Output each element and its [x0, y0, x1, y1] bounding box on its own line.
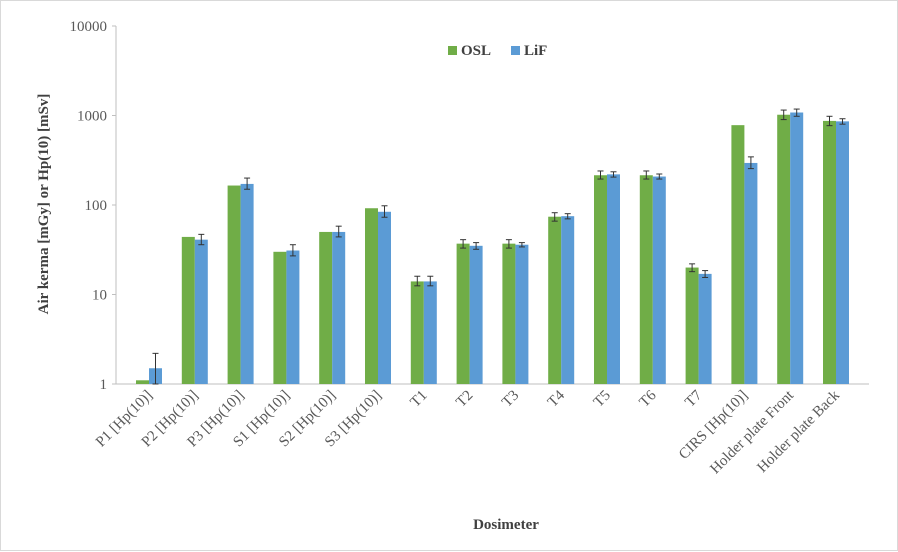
bar-lif	[286, 250, 300, 384]
bar-osl	[273, 251, 287, 384]
x-tick-label: T5	[591, 388, 614, 411]
bar-osl	[319, 231, 333, 384]
bar-osl	[181, 236, 195, 384]
bar-lif	[652, 176, 666, 384]
bar-osl	[136, 380, 149, 384]
x-tick-label: Holder plate Front	[707, 387, 797, 477]
y-tick-label: 10000	[70, 19, 108, 35]
bar-lif	[790, 112, 804, 384]
bar-osl	[685, 267, 699, 384]
bar-osl	[502, 243, 516, 384]
bar-osl	[777, 114, 791, 384]
bar-lif	[194, 239, 208, 384]
y-tick-label: 100	[85, 198, 108, 214]
bar-osl	[731, 125, 745, 384]
bar-lif	[423, 281, 437, 384]
bar-osl	[410, 281, 424, 384]
bar-osl	[639, 175, 653, 384]
x-tick-label: T1	[408, 388, 431, 411]
x-tick-label: T6	[637, 387, 660, 410]
bar-lif	[240, 183, 254, 384]
legend: OSL LiF	[448, 43, 547, 59]
legend-label-osl: OSL	[461, 43, 491, 59]
bar-lif	[561, 216, 575, 384]
x-axis-title: Dosimeter	[473, 517, 539, 533]
bar-lif	[469, 245, 483, 384]
legend-label-lif: LiF	[524, 43, 547, 59]
bar-osl	[823, 120, 836, 384]
x-tick-label: T4	[545, 387, 568, 410]
bar-osl	[365, 208, 378, 384]
bar-lif	[836, 121, 849, 384]
y-tick-label: 10	[92, 288, 107, 304]
legend-swatch-lif	[511, 46, 520, 55]
bar-lif	[378, 211, 391, 384]
y-tick-labels: 1 10 100 1000 10000	[70, 19, 108, 393]
error-bars	[152, 108, 846, 385]
bar-lif	[515, 244, 529, 384]
y-tick-label: 1	[100, 377, 108, 393]
x-tick-label: T3	[499, 388, 522, 411]
legend-swatch-osl	[448, 46, 457, 55]
bar-osl	[227, 185, 241, 384]
bar-lif	[698, 273, 712, 384]
bar-osl	[594, 175, 607, 384]
bar-lif	[332, 231, 346, 384]
bar-osl	[456, 243, 470, 384]
x-tick-label: Holder plate Back	[754, 387, 843, 476]
x-tick-labels: P1 [Hp(10)]P2 [Hp(10)]P3 [Hp(10)]S1 [Hp(…	[93, 387, 843, 477]
bars	[136, 112, 849, 384]
bar-lif	[744, 162, 758, 384]
bar-lif	[607, 174, 620, 384]
x-tick-label: T2	[453, 388, 476, 411]
y-tick-label: 1000	[77, 109, 107, 125]
bar-osl	[548, 216, 562, 384]
x-tick-label: T7	[682, 387, 705, 410]
y-axis-title: Air kerma [mGy] or Hp(10) [mSv]	[36, 94, 52, 315]
